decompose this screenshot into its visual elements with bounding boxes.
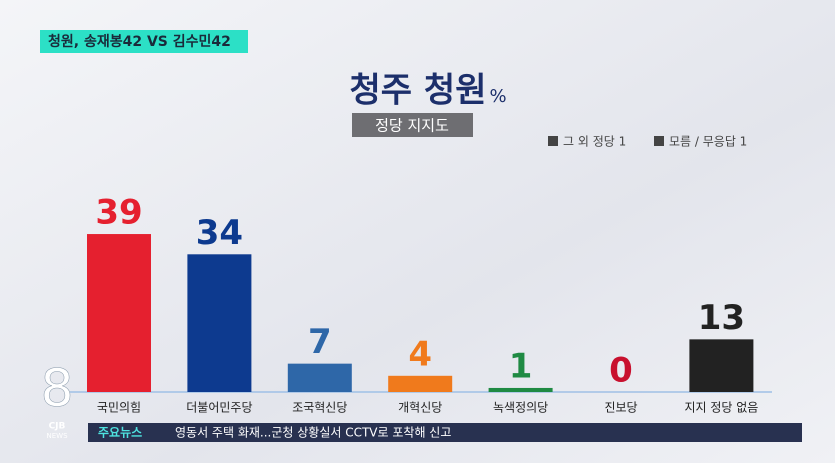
ticker-bar bbox=[88, 423, 802, 442]
bar bbox=[488, 387, 553, 392]
value-label: 1 bbox=[509, 346, 533, 386]
value-label: 0 bbox=[609, 351, 633, 391]
subtitle: 정당 지지도 bbox=[375, 117, 449, 135]
x-tick-label: 더불어민주당 bbox=[186, 401, 252, 415]
tag-box bbox=[40, 30, 248, 53]
ticker-label: 주요뉴스 bbox=[98, 426, 142, 440]
note-marker bbox=[654, 136, 664, 146]
value-label: 39 bbox=[95, 193, 142, 233]
title-unit: % bbox=[489, 86, 506, 107]
value-label: 34 bbox=[196, 213, 243, 253]
x-tick-label: 국민의힘 bbox=[97, 401, 141, 415]
bar bbox=[689, 339, 754, 392]
x-tick-label: 지지 정당 없음 bbox=[684, 401, 758, 415]
note-marker bbox=[548, 136, 558, 146]
bar bbox=[287, 363, 352, 392]
subtitle-box bbox=[352, 113, 473, 137]
x-tick-label: 녹색정의당 bbox=[493, 401, 548, 415]
bar bbox=[388, 375, 453, 392]
value-label: 4 bbox=[408, 334, 432, 374]
logo-brand: CJB bbox=[49, 422, 66, 432]
note: 모름 / 무응답 1 bbox=[669, 135, 747, 149]
bar bbox=[187, 254, 252, 392]
note: 그 외 정당 1 bbox=[563, 135, 626, 149]
bar bbox=[87, 234, 151, 392]
chart-title: 청주 청원 bbox=[350, 71, 487, 111]
value-label: 7 bbox=[308, 322, 332, 362]
logo-sub: NEWS bbox=[46, 432, 68, 440]
tag: 청원, 송재봉42 VS 김수민42 bbox=[48, 33, 231, 50]
x-tick-label: 진보당 bbox=[604, 401, 637, 415]
x-tick-label: 개혁신당 bbox=[398, 401, 442, 415]
ticker-text: 영동서 주택 화재...군청 상황실서 CCTV로 포착해 신고 bbox=[175, 426, 451, 440]
value-label: 13 bbox=[698, 298, 745, 338]
logo-mark: 8 bbox=[40, 359, 73, 419]
x-tick-label: 조국혁신당 bbox=[292, 401, 347, 415]
